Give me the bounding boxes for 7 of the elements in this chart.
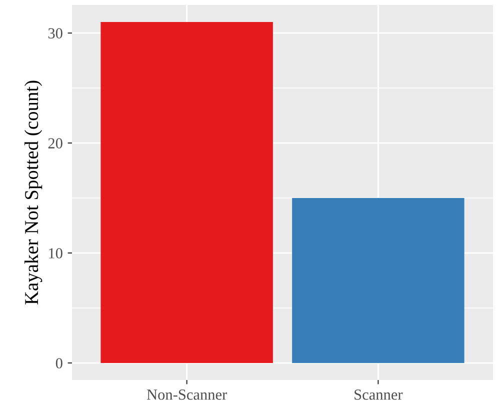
x-tick-label: Scanner [354, 390, 403, 400]
y-tick-label: 10 [49, 248, 62, 258]
y-tick-label: 30 [48, 28, 62, 38]
x-tick-label: Non-Scanner [146, 390, 227, 400]
y-tick-label: 20 [48, 138, 62, 148]
y-axis-title: Kayaker Not Spotted (count) [24, 80, 42, 305]
y-tick-label: 0 [56, 358, 62, 368]
